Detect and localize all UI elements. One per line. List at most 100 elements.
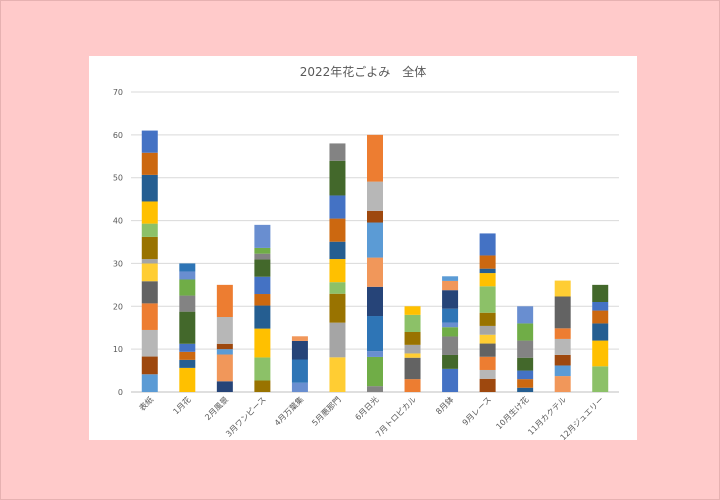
bar-segment: [479, 312, 496, 326]
bar-stack: [404, 306, 421, 392]
bar-segment: [367, 257, 383, 287]
bar-segment: [517, 357, 534, 371]
bar-segment: [554, 328, 571, 339]
bar-segment: [141, 303, 158, 330]
bar-segment: [442, 368, 459, 392]
bar-segment: [517, 370, 534, 380]
bar-segment: [291, 382, 308, 392]
bar-stack: [554, 280, 571, 392]
bar-segment: [141, 281, 158, 304]
x-tick-label: 7月トロピカル: [374, 395, 418, 439]
bar-segment: [517, 340, 534, 358]
bar-segment: [404, 314, 421, 332]
bar-segment: [479, 343, 496, 357]
bar-segment: [254, 380, 271, 392]
bar-segment: [329, 322, 346, 358]
bar-segment: [517, 323, 534, 341]
bar-segment: [254, 294, 271, 306]
bar-segment: [329, 259, 346, 283]
bar-segment: [216, 354, 233, 382]
bar-segment: [291, 336, 308, 341]
bar-segment: [329, 241, 346, 260]
bar-segment: [291, 340, 308, 360]
bar-segment: [367, 222, 383, 258]
bar-segment: [291, 359, 308, 383]
bar-segment: [141, 174, 158, 202]
bar-segment: [179, 343, 196, 352]
chart-title: 2022年花ごよみ 全体: [300, 64, 427, 79]
bar-segment: [592, 310, 609, 324]
bar-segment: [442, 354, 459, 369]
bar-segment: [442, 327, 459, 337]
bar-segment: [554, 296, 571, 329]
x-tick-label: 11月カクテル: [526, 395, 568, 437]
bar-segment: [442, 308, 459, 323]
bar-segment: [329, 195, 346, 219]
bar-segment: [367, 316, 383, 352]
bar-segment: [479, 325, 496, 335]
bar-segment: [179, 263, 196, 272]
bar-segment: [479, 334, 496, 344]
x-tick-label: 8月鉢: [434, 394, 456, 416]
bar-segment: [216, 381, 233, 392]
bar-segment: [479, 273, 496, 287]
bar-segment: [141, 329, 158, 357]
bar-segment: [254, 305, 271, 329]
bar-stack: [179, 263, 196, 392]
bar-segment: [517, 379, 534, 388]
bar-segment: [254, 328, 271, 358]
bar-segment: [592, 323, 609, 341]
bar-stack: [592, 284, 609, 392]
bar-stack: [329, 143, 346, 392]
bar-segment: [554, 376, 571, 392]
bar-segment: [404, 306, 421, 315]
bar-segment: [254, 357, 271, 381]
bar-segment: [479, 268, 496, 274]
bar-segment: [141, 356, 158, 375]
bar-stack: [216, 284, 233, 392]
bar-segment: [141, 236, 158, 260]
bar-segment: [367, 134, 383, 182]
y-tick-label: 20: [113, 302, 123, 311]
bar-segment: [329, 218, 346, 242]
bar-segment: [179, 359, 196, 368]
bar-segment: [254, 259, 271, 277]
bar-segment: [479, 233, 496, 256]
bar-segment: [216, 343, 233, 350]
bar-segment: [329, 143, 346, 161]
bar-segment: [479, 255, 496, 269]
x-tick-label: 表紙: [137, 394, 155, 412]
bar-segment: [592, 340, 609, 367]
bar-segment: [404, 332, 421, 345]
bar-segment: [442, 322, 459, 328]
bar-segment: [141, 263, 158, 282]
x-tick-label: 3月ワンピース: [224, 395, 268, 439]
bar-segment: [254, 276, 271, 295]
bar-segment: [367, 210, 383, 223]
bar-segment: [479, 356, 496, 370]
x-tick-label: 6月日光: [353, 394, 381, 422]
bar-segment: [216, 317, 233, 344]
y-tick-label: 60: [113, 131, 123, 140]
y-tick-label: 50: [113, 174, 123, 183]
y-tick-label: 40: [113, 217, 123, 226]
bar-segment: [141, 130, 158, 153]
bar-segment: [141, 201, 158, 224]
bar-stack: [367, 134, 383, 392]
bar-segment: [404, 357, 421, 380]
x-tick-label: 1月花: [171, 394, 193, 416]
x-tick-label: 4月万葉集: [272, 394, 305, 427]
bar-segment: [517, 306, 534, 324]
bar-segment: [404, 344, 421, 354]
bar-segment: [479, 286, 496, 313]
chart-area: 2022年花ごよみ 全体 0 10 20 30 40 50 60 70 表紙 1月花 2月風景 3月…: [89, 56, 637, 440]
bar-stack: [254, 224, 271, 392]
bar-segment: [179, 271, 196, 280]
bar-stack: [479, 233, 496, 392]
bar-segment: [141, 152, 158, 175]
bar-segment: [554, 354, 571, 366]
bar-segment: [216, 284, 233, 317]
bar-segment: [442, 280, 459, 291]
bar-segment: [442, 290, 459, 309]
bar-stack: [291, 336, 308, 392]
